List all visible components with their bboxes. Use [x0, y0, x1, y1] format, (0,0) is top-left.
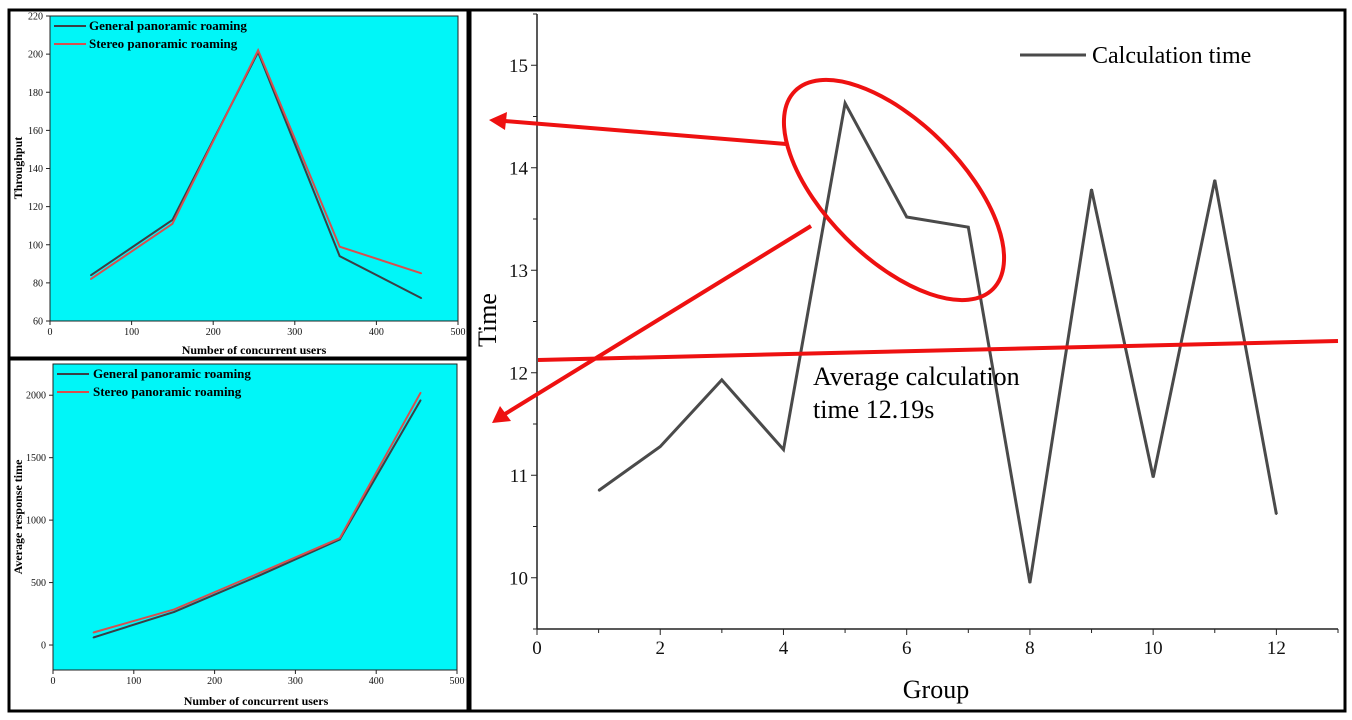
y-tick-label: 12 — [509, 363, 528, 384]
x-tick-label: 400 — [369, 676, 384, 687]
chart-top-left: 0 100 200 300 400 500 60 80 100 120 140 160 180 200 22… — [28, 12, 466, 339]
chart-right: 0 2 4 6 8 10 12 10 11 12 13 14 15 — [489, 13, 1339, 659]
y-tick-label: 14 — [509, 158, 529, 179]
series-line-0 — [597, 98, 1278, 584]
x-tick-label: 4 — [779, 638, 789, 659]
data-point — [338, 245, 341, 248]
x-tick-label: 500 — [450, 676, 465, 687]
data-point — [1152, 476, 1154, 479]
x-tick-label: 300 — [287, 327, 302, 338]
data-point — [1029, 582, 1031, 584]
y-tick-label: 0 — [41, 641, 46, 652]
y-tick-label: 2000 — [26, 391, 46, 402]
data-point — [419, 399, 422, 402]
y-tick-label: 500 — [31, 578, 46, 589]
y-tick-label: 100 — [28, 240, 43, 251]
data-point — [339, 537, 341, 540]
panel-frame-bottom-left — [7, 357, 470, 713]
x-tick-label: 400 — [369, 327, 384, 338]
data-point — [173, 608, 175, 611]
y-axis-label-top-left: Throughput — [11, 137, 25, 199]
x-tick-label: 6 — [902, 638, 912, 659]
x-axis-label-right: Group — [903, 675, 969, 704]
data-point — [1213, 179, 1216, 181]
data-point — [1275, 513, 1278, 515]
y-tick-label: 1000 — [26, 516, 46, 527]
y-tick-label: 11 — [510, 466, 528, 487]
legend-label-top-left-stereo: Stereo panoramic roaming — [89, 36, 238, 51]
panel-frame-right — [468, 8, 1347, 713]
x-tick-label: 500 — [451, 327, 466, 338]
arrow-shaft-down — [503, 224, 813, 416]
highlight-ellipse — [781, 77, 1007, 303]
x-tick-label: 0 — [532, 638, 542, 659]
data-point — [967, 226, 970, 228]
data-point — [92, 631, 95, 634]
y-tick-label: 180 — [28, 88, 43, 99]
y-axis-label-right: Time — [473, 293, 502, 347]
data-point — [1090, 188, 1093, 191]
arrow-head-down — [492, 406, 511, 423]
data-point — [905, 216, 908, 218]
chart-bottom-left: 0 100 200 300 400 500 0 500 1000 1500 2000 — [26, 373, 465, 687]
data-point — [171, 219, 174, 221]
data-point — [257, 49, 259, 52]
data-point — [844, 102, 846, 104]
y-tick-label: 200 — [28, 50, 43, 61]
x-tick-label: 2 — [655, 638, 665, 659]
arrow-head-up — [489, 112, 507, 130]
data-point — [258, 572, 260, 575]
data-point — [419, 391, 422, 394]
data-point — [171, 222, 174, 225]
x-tick-label: 8 — [1025, 638, 1035, 659]
data-point — [90, 278, 92, 280]
y-tick-label: 60 — [33, 317, 43, 328]
y-tick-label: 80 — [33, 278, 43, 289]
data-point — [92, 636, 95, 639]
y-tick-label: 120 — [28, 202, 43, 213]
data-point — [597, 489, 600, 492]
data-point — [90, 274, 92, 277]
x-axis-label-bottom-left: Number of concurrent users — [184, 694, 329, 708]
x-tick-label: 300 — [288, 676, 303, 687]
data-point — [338, 255, 341, 257]
x-tick-label: 100 — [124, 327, 139, 338]
x-tick-label: 12 — [1267, 638, 1286, 659]
y-tick-label: 13 — [509, 261, 528, 282]
plot-bg-top-left — [49, 15, 459, 322]
x-tick-label: 200 — [207, 676, 222, 687]
data-point — [782, 448, 785, 451]
data-point — [659, 445, 662, 448]
legend-label-right: Calculation time — [1092, 43, 1251, 69]
x-tick-label: 10 — [1144, 638, 1163, 659]
x-tick-label: 100 — [126, 676, 141, 687]
y-tick-label: 220 — [28, 12, 43, 23]
y-tick-label: 15 — [509, 56, 528, 77]
y-tick-label: 160 — [28, 126, 43, 137]
y-tick-label: 140 — [28, 164, 43, 175]
legend-label-bottom-left-stereo: Stereo panoramic roaming — [93, 384, 242, 399]
y-tick-label: 10 — [509, 568, 528, 589]
plot-bg-bottom-left — [52, 363, 458, 671]
legend-label-bottom-left-general: General panoramic roaming — [93, 366, 251, 381]
x-tick-label: 0 — [51, 676, 56, 687]
y-tick-label: 1500 — [26, 453, 46, 464]
arrow-shaft-up — [504, 119, 787, 146]
legend-label-top-left-general: General panoramic roaming — [89, 18, 247, 33]
data-point — [258, 574, 260, 577]
x-tick-label: 200 — [206, 327, 221, 338]
annotation-line-1: Average calculation — [813, 362, 1020, 391]
x-axis-label-top-left: Number of concurrent users — [182, 343, 327, 357]
data-point — [173, 611, 175, 613]
data-point — [420, 297, 423, 299]
annotation-line-2: time 12.19s — [813, 395, 934, 424]
average-line — [537, 339, 1339, 362]
y-axis-label-bottom-left: Average response time — [11, 459, 25, 575]
data-point — [721, 379, 723, 381]
data-point — [420, 272, 423, 275]
x-tick-label: 0 — [48, 327, 53, 338]
